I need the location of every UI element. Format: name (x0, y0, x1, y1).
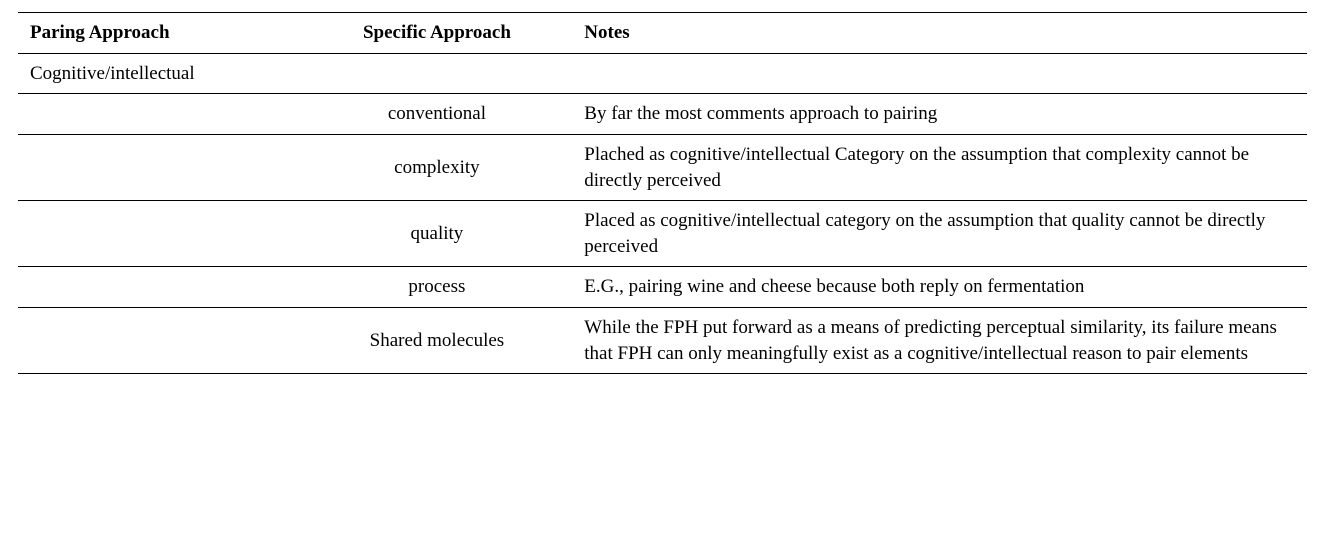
cell-paring (18, 201, 302, 267)
table-row: complexity Plached as cognitive/intellec… (18, 134, 1307, 200)
cell-specific: Shared molecules (302, 308, 573, 374)
table-row: quality Placed as cognitive/intellectual… (18, 201, 1307, 267)
cell-specific: quality (302, 201, 573, 267)
cell-notes (572, 53, 1307, 94)
cell-paring (18, 134, 302, 200)
col-header-notes: Notes (572, 13, 1307, 54)
pairing-approach-table: Paring Approach Specific Approach Notes … (18, 12, 1307, 374)
table-header-row: Paring Approach Specific Approach Notes (18, 13, 1307, 54)
cell-notes: Placed as cognitive/intellectual categor… (572, 201, 1307, 267)
cell-paring: Cognitive/intellectual (18, 53, 302, 94)
col-header-paring: Paring Approach (18, 13, 302, 54)
table-row: Cognitive/intellectual (18, 53, 1307, 94)
cell-notes: By far the most comments approach to pai… (572, 94, 1307, 135)
cell-specific: complexity (302, 134, 573, 200)
cell-paring (18, 94, 302, 135)
cell-notes: E.G., pairing wine and cheese because bo… (572, 267, 1307, 308)
table-row: conventional By far the most comments ap… (18, 94, 1307, 135)
cell-notes: Plached as cognitive/intellectual Catego… (572, 134, 1307, 200)
cell-specific: conventional (302, 94, 573, 135)
cell-specific (302, 53, 573, 94)
table-row: Shared molecules While the FPH put forwa… (18, 308, 1307, 374)
table-row: process E.G., pairing wine and cheese be… (18, 267, 1307, 308)
col-header-specific: Specific Approach (302, 13, 573, 54)
cell-paring (18, 308, 302, 374)
cell-notes: While the FPH put forward as a means of … (572, 308, 1307, 374)
cell-paring (18, 267, 302, 308)
cell-specific: process (302, 267, 573, 308)
